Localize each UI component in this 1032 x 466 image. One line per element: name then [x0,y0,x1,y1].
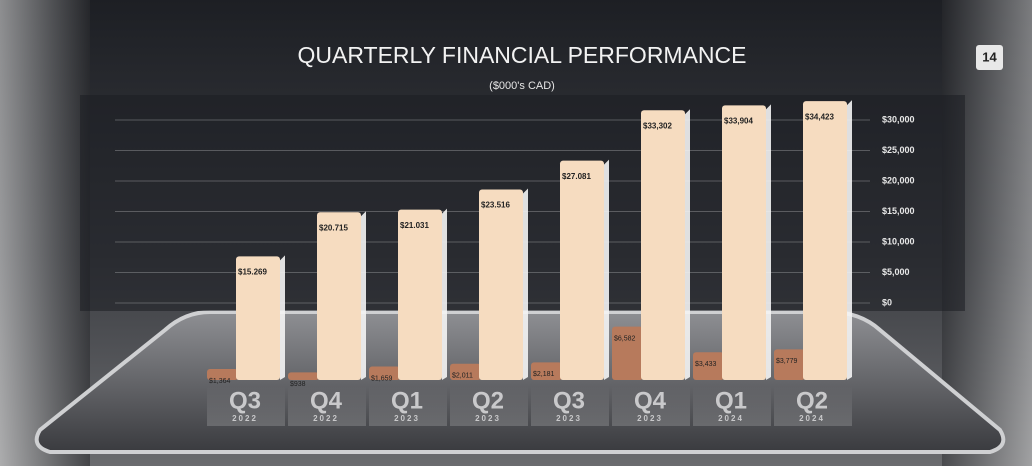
y-tick-label: $15,000 [882,206,915,216]
x-tick-year: 2022 [232,414,258,423]
x-tick-year: 2022 [313,414,339,423]
x-tick-label: Q1 [715,387,747,414]
x-tick-year: 2024 [799,414,825,423]
category-reflection [450,386,528,426]
category-reflection [369,386,447,426]
bar [641,110,685,381]
bar [369,366,400,380]
bar-side [442,208,447,380]
bar [722,105,766,381]
x-tick-label: Q2 [796,387,828,414]
category-reflection [531,386,609,426]
bar-side [523,188,528,380]
bar [774,349,805,380]
category-reflection [288,386,366,426]
value-label: $6,582 [614,336,636,343]
bar [531,362,562,380]
value-label: $2,011 [452,373,473,380]
bar [803,101,847,380]
chart-subtitle: ($000's CAD) [489,80,555,92]
category-reflection [693,386,771,426]
x-tick-year: 2023 [394,414,420,423]
x-tick-label: Q3 [553,387,585,414]
chart-title: QUARTERLY FINANCIAL PERFORMANCE [297,42,746,68]
y-tick-label: $30,000 [882,114,915,124]
category-reflection [612,386,690,426]
x-tick-label: Q3 [229,387,261,414]
y-tick-label: $5,000 [882,267,910,277]
value-label: $15.269 [238,267,267,276]
bar [398,209,442,380]
x-tick-year: 2023 [556,414,582,423]
bar [693,352,724,380]
value-label: $23.516 [481,201,510,210]
value-label: $3,433 [695,361,717,368]
y-tick-label: $10,000 [882,236,915,246]
x-tick-year: 2024 [718,414,744,423]
bar [207,368,238,380]
x-tick-year: 2023 [475,414,501,423]
bar [450,363,481,380]
x-tick-label: Q1 [391,387,423,414]
bar-side [847,100,852,380]
bar-side [604,159,609,380]
bar [612,326,643,380]
bar-side [766,104,771,381]
category-reflection [207,386,285,426]
value-label: $20.715 [319,223,348,232]
category-reflection [774,386,852,426]
x-tick-label: Q4 [634,387,667,414]
page-number: 14 [982,49,997,64]
value-label: $1,659 [371,375,393,382]
value-label: $3,779 [776,358,798,365]
bar [479,189,523,380]
value-label: $21.031 [400,221,429,230]
x-tick-year: 2023 [637,414,663,423]
value-label: $33,904 [724,116,753,125]
bar [288,372,319,380]
y-tick-label: $20,000 [882,175,915,185]
side-glow [0,0,90,466]
y-tick-label: $25,000 [882,145,915,155]
value-label: $33,302 [643,121,672,130]
x-tick-label: Q2 [472,387,504,414]
bar-side [685,109,690,381]
value-label: $27.081 [562,172,591,181]
bar-side [280,255,285,380]
bar [317,212,361,380]
value-label: $938 [290,381,306,388]
value-label: $2,181 [533,371,555,378]
value-label: $1,364 [209,378,231,385]
y-tick-label: $0 [882,297,892,307]
x-tick-label: Q4 [310,387,343,414]
bar [236,256,280,380]
page-number-box [976,45,1003,70]
bar [560,160,604,380]
bar-side [361,211,366,380]
value-label: $34,423 [805,112,834,121]
